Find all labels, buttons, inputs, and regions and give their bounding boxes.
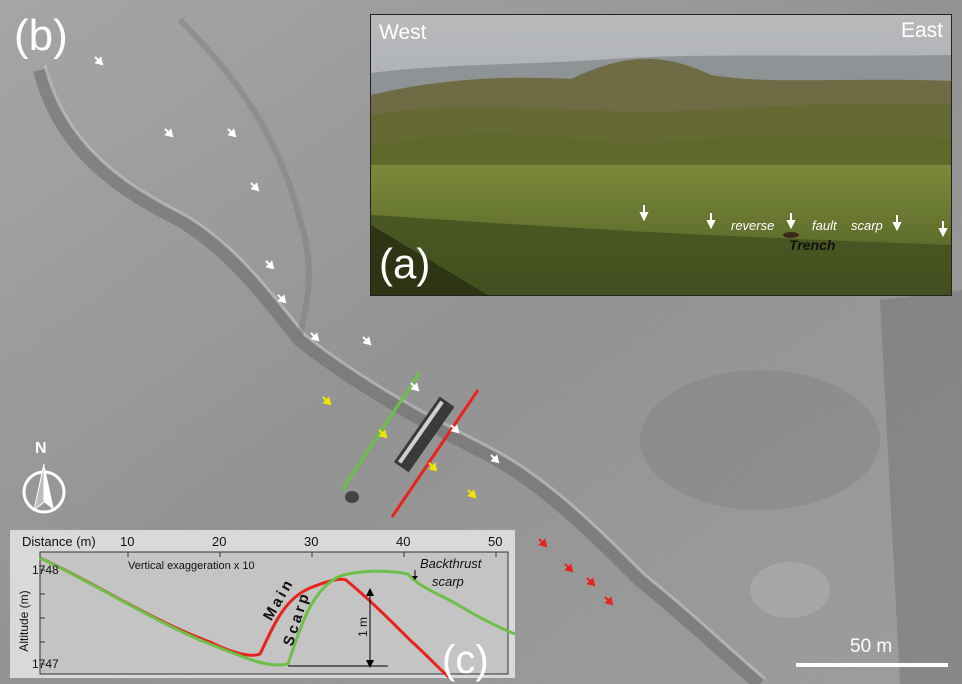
y-tick-1748: 1748 [32, 563, 59, 577]
label-backthrust: Backthrust [420, 556, 482, 571]
panel-label-c: (c) [442, 638, 489, 682]
scale-bar [796, 663, 948, 667]
label-one-meter: 1 m [356, 616, 371, 638]
topographic-profile-c: Distance (m) 10 20 30 40 50 Vertical exa… [10, 530, 515, 682]
red-arrows [538, 538, 614, 606]
x-tick-10: 10 [120, 534, 135, 549]
panel-label-a: (a) [379, 240, 431, 287]
x-tick-40: 40 [396, 534, 411, 549]
inset-photo-a: West East (a) reverse fault scarp Trench [370, 14, 952, 296]
label-reverse: reverse [731, 218, 775, 233]
axis-label-altitude: Altitude (m) [17, 590, 31, 652]
label-west: West [379, 21, 427, 44]
y-tick-1747: 1747 [32, 657, 59, 671]
panel-label-b: (b) [14, 11, 68, 60]
label-fault: fault [812, 218, 837, 233]
y-ticks [40, 569, 45, 665]
vertical-exaggeration-label: Vertical exaggeration x 10 [128, 560, 255, 572]
label-backthrust-scarp: scarp [432, 574, 464, 589]
green-profile-curve [39, 556, 515, 667]
white-arrows [94, 56, 500, 464]
red-profile-line [390, 389, 480, 518]
photo-arrows [639, 205, 948, 238]
axis-label-distance: Distance (m) [22, 534, 96, 549]
north-arrow-icon [22, 463, 66, 514]
profile-plot [10, 530, 515, 678]
x-tick-50: 50 [488, 534, 503, 549]
north-label: N [35, 440, 47, 457]
label-east: East [900, 19, 943, 42]
landscape-photo [371, 15, 951, 295]
x-tick-20: 20 [212, 534, 227, 549]
yellow-arrows [322, 396, 477, 499]
label-scarp: scarp [851, 218, 883, 233]
scale-bar-label: 50 m [850, 636, 893, 657]
label-trench: Trench [789, 237, 836, 253]
x-tick-30: 30 [304, 534, 319, 549]
x-ticks [127, 552, 497, 557]
